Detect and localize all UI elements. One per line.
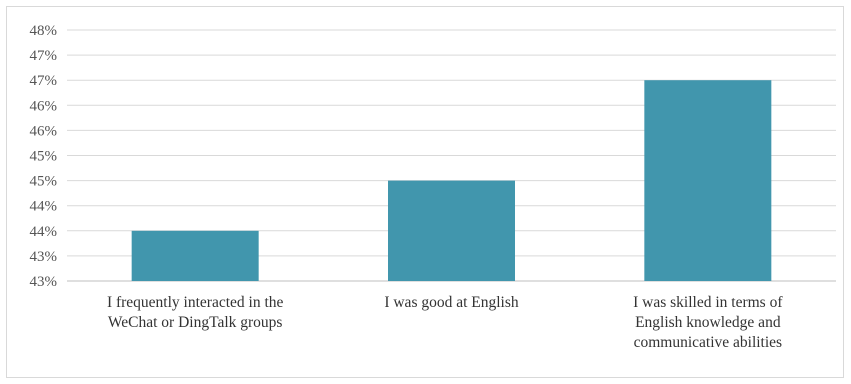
y-tick-label: 46% <box>30 98 58 114</box>
y-tick-label: 43% <box>30 274 58 290</box>
x-category-label: I frequently interacted in the <box>107 294 284 311</box>
bar <box>644 80 772 281</box>
y-tick-label: 45% <box>30 149 58 165</box>
x-category-label: I was good at English <box>384 294 519 311</box>
y-tick-label: 44% <box>30 224 58 240</box>
y-tick-label: 47% <box>30 73 58 89</box>
y-tick-label: 43% <box>30 249 58 265</box>
bar <box>131 230 259 281</box>
y-tick-label: 48% <box>30 23 58 39</box>
bar <box>388 180 515 281</box>
y-tick-label: 46% <box>30 123 58 139</box>
y-tick-label: 44% <box>30 199 58 215</box>
x-category-label: I was skilled in terms of <box>633 294 783 311</box>
y-tick-label: 47% <box>30 48 58 64</box>
x-category-label: WeChat or DingTalk groups <box>108 314 283 331</box>
x-category-label: English knowledge and <box>635 314 781 331</box>
y-tick-label: 45% <box>30 174 58 190</box>
x-category-label: communicative abilities <box>634 334 783 351</box>
